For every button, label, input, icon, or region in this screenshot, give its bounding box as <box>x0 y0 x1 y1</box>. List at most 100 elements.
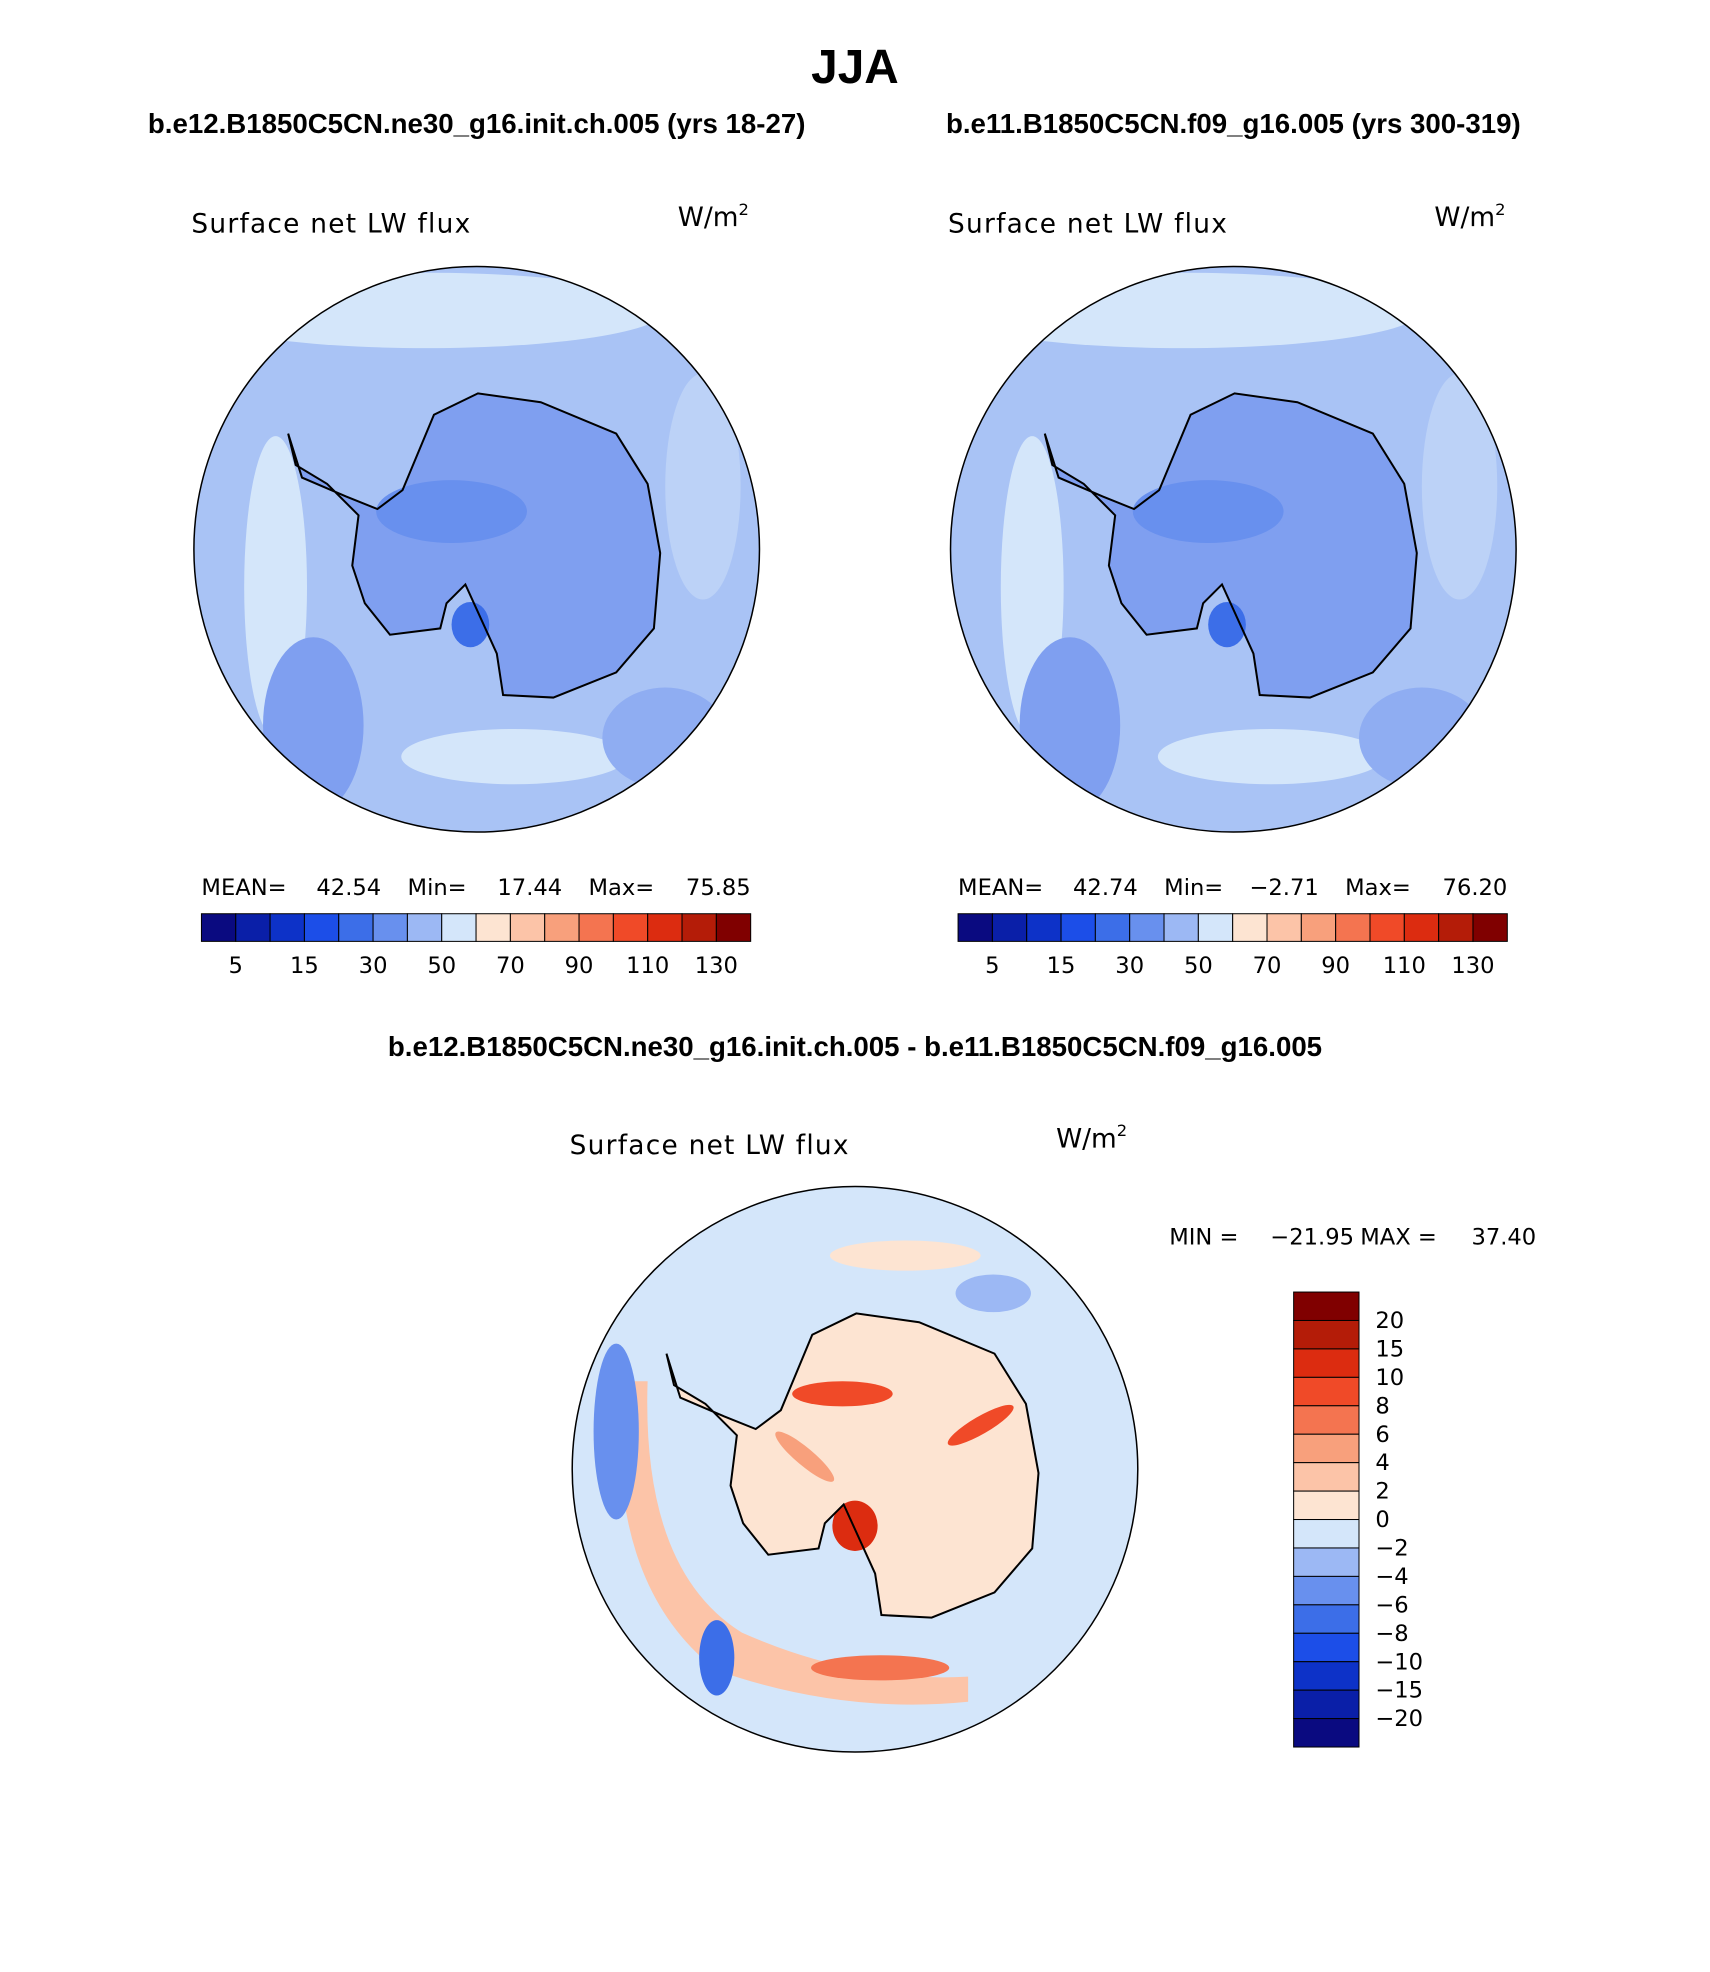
case-title: b.e12.B1850C5CN.ne30_g16.init.ch.005 - b… <box>388 1031 1322 1062</box>
stat-label: MEAN= <box>958 875 1043 901</box>
colorbar-label: −6 <box>1375 1592 1408 1618</box>
colorbar-box <box>475 913 511 942</box>
colorbar-box <box>200 913 237 942</box>
map <box>188 266 760 832</box>
colorbar-label: 90 <box>1321 953 1350 979</box>
case-title: b.e12.B1850C5CN.ne30_g16.init.ch.005 (yr… <box>148 108 806 139</box>
colorbar-box <box>578 913 614 942</box>
colorbar-box <box>1335 913 1371 942</box>
colorbar-label: 6 <box>1375 1422 1389 1448</box>
colorbar-label: 15 <box>1047 953 1076 979</box>
colorbar-box <box>235 913 271 942</box>
colorbar-box <box>1293 1291 1360 1321</box>
colorbar-box <box>1300 913 1337 942</box>
colorbar-box <box>1293 1490 1360 1521</box>
units: W/m <box>1056 1125 1117 1155</box>
colorbar-box <box>957 913 993 942</box>
colorbar-label: 5 <box>985 953 999 979</box>
colorbar-box <box>612 913 649 942</box>
colorbar-label: 15 <box>290 953 319 979</box>
colorbar-box <box>1293 1632 1360 1663</box>
colorbar-label: −4 <box>1375 1564 1408 1590</box>
variable-label: Surface net LW flux <box>191 210 471 240</box>
colorbar-box <box>1060 913 1096 942</box>
colorbar-box <box>991 913 1028 942</box>
colorbar-label: 5 <box>229 953 243 979</box>
colorbar-label: 130 <box>1451 953 1494 979</box>
colorbar-box <box>1293 1519 1360 1549</box>
colorbar-box <box>406 913 443 942</box>
colorbar-box <box>1163 913 1199 942</box>
colorbar-label: 20 <box>1375 1308 1404 1334</box>
stat-label: MIN = <box>1169 1224 1238 1250</box>
map <box>944 266 1516 832</box>
colorbar-box <box>303 913 340 942</box>
colorbar-box <box>1266 913 1302 942</box>
units-exponent: 2 <box>738 200 748 219</box>
colorbar-box <box>1403 913 1440 942</box>
colorbar-box <box>1472 913 1508 942</box>
stat-label: MAX = <box>1360 1224 1437 1250</box>
units-exponent: 2 <box>1117 1121 1127 1140</box>
case-title: b.e11.B1850C5CN.f09_g16.005 (yrs 300-319… <box>946 108 1521 139</box>
stat-value: 42.54 <box>316 875 381 901</box>
colorbar-box <box>1293 1462 1360 1492</box>
colorbar-box <box>338 913 374 942</box>
stat-value: −21.95 <box>1270 1224 1354 1250</box>
colorbar-label: 70 <box>1253 953 1282 979</box>
units: W/m <box>678 203 739 233</box>
colorbar-label: 2 <box>1375 1479 1389 1505</box>
colorbar-box <box>681 913 717 942</box>
colorbar-label: 8 <box>1375 1393 1389 1419</box>
colorbar-box <box>1293 1433 1360 1464</box>
colorbar-label: −10 <box>1375 1649 1423 1675</box>
map <box>572 1186 1138 1752</box>
colorbar-box <box>1129 913 1165 942</box>
colorbar-label: −2 <box>1375 1536 1408 1562</box>
colorbar-box <box>372 913 408 942</box>
colorbar-box <box>715 913 752 942</box>
colorbar-box <box>1293 1604 1360 1634</box>
colorbar-label: 110 <box>1383 953 1426 979</box>
colorbar-label: 10 <box>1375 1365 1404 1391</box>
colorbar-label: 130 <box>695 953 738 979</box>
colorbar-box <box>1293 1405 1360 1435</box>
stat-value: 37.40 <box>1471 1224 1536 1250</box>
variable-label: Surface net LW flux <box>570 1131 850 1161</box>
figure-title: JJA <box>811 41 899 94</box>
stat-label: Max= <box>589 875 655 901</box>
colorbar-box <box>441 913 477 942</box>
colorbar-label: 50 <box>427 953 456 979</box>
colorbar-box <box>1026 913 1062 942</box>
stat-value: 17.44 <box>497 875 562 901</box>
stat-value: 76.20 <box>1443 875 1508 901</box>
units-label: W/m2 <box>1056 1121 1127 1154</box>
colorbar-label: 30 <box>1115 953 1144 979</box>
colorbar-box <box>1293 1348 1360 1378</box>
colorbar-box <box>1094 913 1131 942</box>
units-label: W/m2 <box>678 200 749 233</box>
colorbar-label: −8 <box>1375 1621 1408 1647</box>
stat-label: Max= <box>1345 875 1411 901</box>
units-exponent: 2 <box>1495 200 1505 219</box>
colorbar-label: 90 <box>565 953 594 979</box>
colorbar-label: 30 <box>359 953 388 979</box>
colorbar-label: 0 <box>1375 1507 1389 1533</box>
variable-label: Surface net LW flux <box>948 210 1228 240</box>
colorbar-box <box>1293 1661 1360 1691</box>
colorbar-box <box>1438 913 1474 942</box>
colorbar-label: 15 <box>1375 1336 1404 1362</box>
stat-label: MEAN= <box>201 875 286 901</box>
colorbar-box <box>1293 1718 1360 1748</box>
colorbar-label: −20 <box>1375 1706 1423 1732</box>
colorbar-box <box>1197 913 1234 942</box>
stat-value: 42.74 <box>1073 875 1138 901</box>
colorbar-box <box>544 913 580 942</box>
stat-value: 75.85 <box>686 875 751 901</box>
colorbar-box <box>509 913 546 942</box>
colorbar-box <box>1293 1319 1360 1350</box>
colorbar-label: 70 <box>496 953 525 979</box>
colorbar-box <box>1293 1575 1360 1606</box>
colorbar-box <box>1293 1547 1360 1577</box>
